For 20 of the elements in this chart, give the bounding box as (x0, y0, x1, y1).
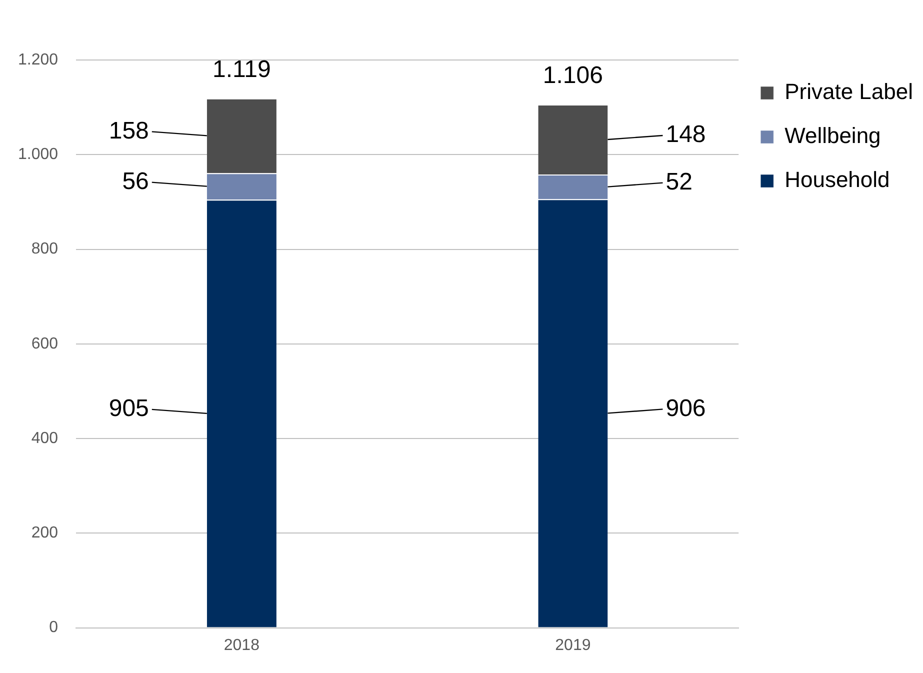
y-tick-label: 800 (31, 240, 58, 258)
data-label: 906 (666, 394, 706, 422)
data-label: 158 (108, 117, 149, 144)
y-tick-label: 1.200 (18, 51, 58, 68)
y-tick-label: 0 (49, 619, 58, 636)
x-tick-label: 2019 (555, 636, 591, 654)
y-tick-label: 1.000 (18, 146, 58, 164)
data-label: 148 (666, 121, 706, 148)
total-label: 1.106 (542, 62, 603, 90)
y-tick-label: 600 (31, 335, 58, 352)
legend-label: Private Label (784, 79, 914, 104)
total-label: 1.119 (212, 56, 271, 83)
data-label: 52 (666, 168, 692, 196)
x-tick-label: 2018 (224, 636, 260, 654)
data-label: 905 (108, 395, 149, 422)
legend-label: Wellbeing (784, 123, 881, 148)
y-tick-label: 200 (31, 524, 58, 542)
y-tick-label: 400 (31, 430, 58, 447)
data-label: 56 (122, 168, 149, 195)
legend-label: Household (784, 167, 890, 192)
